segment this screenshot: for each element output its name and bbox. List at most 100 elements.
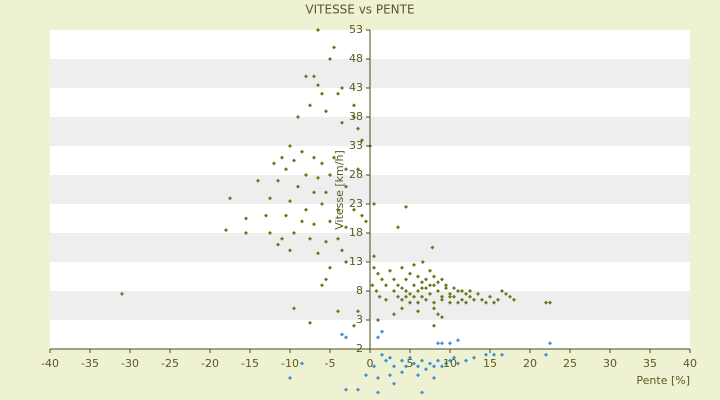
point <box>464 358 468 363</box>
point <box>344 335 348 340</box>
x-tick-label: -40 <box>41 357 59 370</box>
point <box>336 309 340 314</box>
point <box>544 352 548 357</box>
point <box>344 167 348 172</box>
point <box>392 381 396 386</box>
x-tick-label: 10 <box>443 357 457 370</box>
point <box>412 283 416 288</box>
point <box>356 309 360 314</box>
x-tick-label: 25 <box>563 357 577 370</box>
x-tick-label: -25 <box>161 357 179 370</box>
point <box>272 161 276 166</box>
y-tick-label: 33 <box>349 139 363 152</box>
point <box>328 173 332 177</box>
point <box>228 196 232 201</box>
point <box>428 291 432 296</box>
point <box>296 115 300 119</box>
point <box>424 277 428 282</box>
point <box>374 289 379 293</box>
point <box>412 294 416 299</box>
y-tick-label: 13 <box>349 255 363 268</box>
point <box>420 280 424 285</box>
point <box>372 364 376 369</box>
point <box>420 390 424 395</box>
point <box>396 225 400 230</box>
point <box>344 225 348 230</box>
point <box>292 231 296 235</box>
point <box>420 294 424 299</box>
point <box>392 312 396 317</box>
x-tick-label: -15 <box>241 357 259 370</box>
point <box>320 161 324 166</box>
point <box>308 236 312 241</box>
point <box>464 291 468 296</box>
point <box>332 45 336 50</box>
point <box>408 300 412 305</box>
y-tick-label: 23 <box>349 197 363 210</box>
y-tick-label: 3 <box>356 313 363 326</box>
point <box>320 283 324 288</box>
point <box>336 91 340 96</box>
point <box>264 213 268 218</box>
point <box>284 213 288 218</box>
point <box>440 315 444 320</box>
point <box>288 144 292 148</box>
point <box>280 155 284 160</box>
point <box>316 83 320 88</box>
x-tick-label: 40 <box>683 357 697 370</box>
point <box>352 207 356 212</box>
point <box>396 294 400 299</box>
y-tick-label: 38 <box>349 110 363 123</box>
point <box>352 323 356 328</box>
point <box>476 291 480 296</box>
point <box>468 294 472 299</box>
point <box>276 178 280 183</box>
point <box>280 236 284 241</box>
point <box>456 300 460 305</box>
point <box>428 268 432 273</box>
point <box>472 355 476 360</box>
point <box>440 294 444 299</box>
point <box>492 352 496 357</box>
point <box>488 294 492 299</box>
point <box>388 268 392 273</box>
point <box>370 283 375 288</box>
x-tick-label: 5 <box>407 357 414 370</box>
point <box>396 283 400 288</box>
point <box>344 184 348 189</box>
chart-title: VITESSE vs PENTE <box>305 3 414 17</box>
point <box>400 297 404 302</box>
point <box>268 231 272 235</box>
y-tick-label: 8 <box>356 284 363 297</box>
x-tick-label: 30 <box>603 357 617 370</box>
point <box>336 207 340 212</box>
point <box>484 352 488 357</box>
point <box>400 306 404 311</box>
point <box>420 358 424 363</box>
point <box>288 199 292 204</box>
point <box>416 309 420 314</box>
point <box>440 364 444 369</box>
point <box>432 283 436 288</box>
point <box>436 312 440 317</box>
point <box>308 103 312 108</box>
point <box>356 167 360 172</box>
point <box>436 289 440 293</box>
point <box>416 300 420 305</box>
point <box>408 355 412 360</box>
point <box>392 277 396 282</box>
point <box>312 222 316 227</box>
point <box>384 297 388 302</box>
point <box>288 376 292 380</box>
point <box>544 300 548 305</box>
point <box>412 361 416 366</box>
point <box>420 260 425 264</box>
point <box>430 245 435 250</box>
point <box>480 297 484 302</box>
point <box>424 367 428 372</box>
point <box>472 297 476 302</box>
point <box>416 364 420 369</box>
point <box>548 300 552 305</box>
point <box>324 109 328 114</box>
point <box>456 361 460 366</box>
